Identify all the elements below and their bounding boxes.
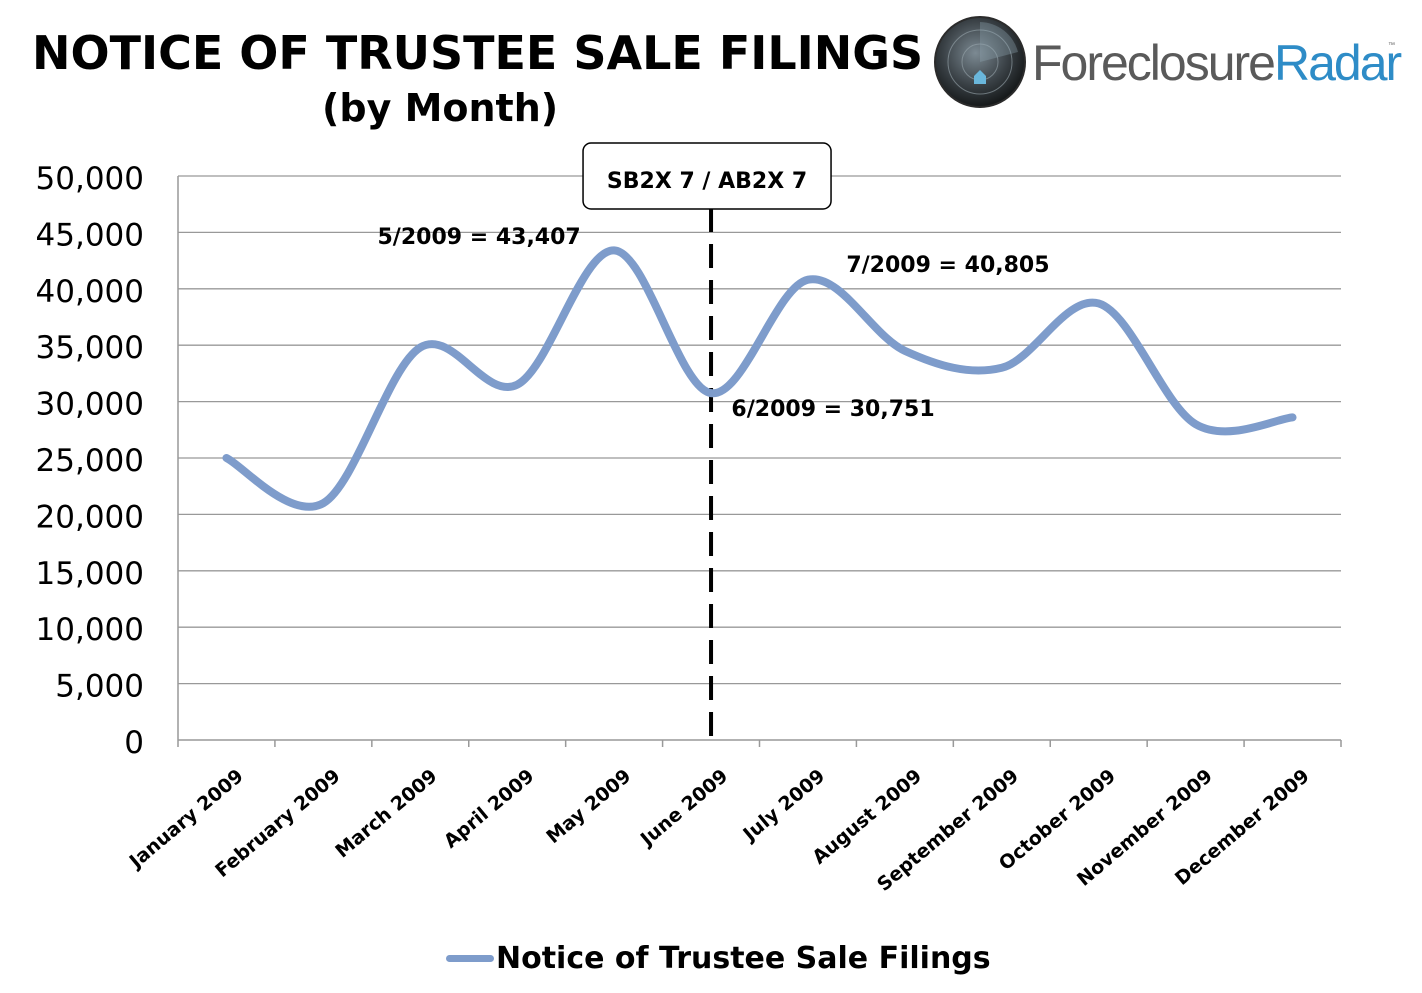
y-tick-label: 45,000 bbox=[36, 217, 144, 253]
legend-swatch bbox=[446, 954, 494, 962]
data-annotation: 7/2009 = 40,805 bbox=[846, 253, 1049, 278]
y-tick-label: 35,000 bbox=[36, 330, 144, 366]
data-annotation: 6/2009 = 30,751 bbox=[731, 397, 934, 422]
y-tick-label: 15,000 bbox=[36, 556, 144, 592]
foreclosure-radar-logo: ForeclosureRadar ™ bbox=[932, 14, 1402, 110]
y-tick-label: 50,000 bbox=[36, 161, 144, 197]
logo-word-radar: Radar bbox=[1274, 35, 1402, 91]
data-annotation: 5/2009 = 43,407 bbox=[378, 225, 581, 250]
x-tick-label: March 2009 bbox=[331, 765, 441, 862]
legend: Notice of Trustee Sale Filings bbox=[446, 936, 991, 980]
logo-word-foreclosure: Foreclosure bbox=[1032, 35, 1276, 91]
y-tick-label: 30,000 bbox=[36, 387, 144, 423]
legend-label: Notice of Trustee Sale Filings bbox=[496, 940, 991, 976]
logo-wordmark: ForeclosureRadar bbox=[1032, 34, 1402, 92]
x-tick-label: July 2009 bbox=[738, 765, 830, 847]
y-tick-label: 40,000 bbox=[36, 274, 144, 310]
x-tick-label: April 2009 bbox=[440, 765, 539, 853]
y-tick-label: 0 bbox=[124, 725, 144, 761]
logo-trademark: ™ bbox=[1388, 42, 1395, 49]
y-tick-label: 5,000 bbox=[55, 669, 144, 705]
y-tick-label: 25,000 bbox=[36, 443, 144, 479]
x-tick-label: May 2009 bbox=[542, 765, 635, 848]
y-tick-label: 20,000 bbox=[36, 499, 144, 535]
y-tick-label: 10,000 bbox=[36, 612, 144, 648]
event-marker-label: SB2X 7 / AB2X 7 bbox=[607, 169, 807, 194]
x-tick-label: June 2009 bbox=[635, 765, 732, 852]
chart-subtitle: (by Month) bbox=[322, 86, 559, 130]
chart-title: NOTICE OF TRUSTEE SALE FILINGS bbox=[32, 26, 924, 80]
radar-icon bbox=[934, 16, 1026, 108]
event-marker-box bbox=[582, 142, 832, 210]
